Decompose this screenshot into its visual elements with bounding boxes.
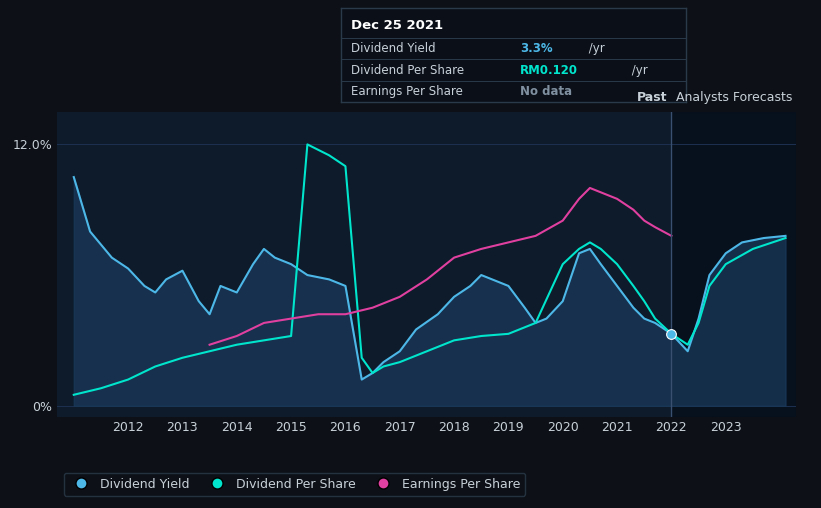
Text: No data: No data [520, 85, 572, 98]
Text: Analysts Forecasts: Analysts Forecasts [676, 91, 792, 104]
Text: /yr: /yr [585, 42, 604, 55]
Text: Dec 25 2021: Dec 25 2021 [351, 19, 443, 32]
Text: 3.3%: 3.3% [520, 42, 553, 55]
Text: Dividend Yield: Dividend Yield [351, 42, 436, 55]
Text: /yr: /yr [628, 64, 648, 77]
Text: Earnings Per Share: Earnings Per Share [351, 85, 463, 98]
Bar [672, 112, 796, 417]
Legend: Dividend Yield, Dividend Per Share, Earnings Per Share: Dividend Yield, Dividend Per Share, Earn… [64, 472, 525, 496]
Text: Past: Past [637, 91, 667, 104]
Text: RM0.120: RM0.120 [520, 64, 578, 77]
Text: Dividend Per Share: Dividend Per Share [351, 64, 464, 77]
